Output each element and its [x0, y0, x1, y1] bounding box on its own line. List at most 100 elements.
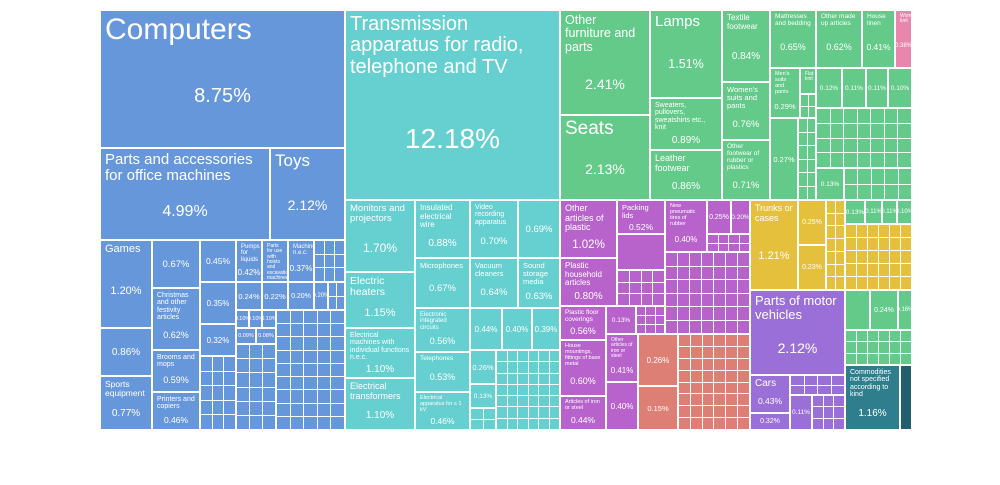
- treemap-micro-cell[interactable]: [201, 386, 212, 400]
- treemap-micro-cell[interactable]: [641, 294, 653, 305]
- treemap-cell-red-026[interactable]: 0.26%: [638, 334, 678, 386]
- treemap-micro-cell[interactable]: [827, 277, 835, 289]
- treemap-micro-cell[interactable]: [277, 390, 290, 403]
- treemap-cell-packing-lids[interactable]: Packing lids 0.52%: [617, 200, 665, 234]
- treemap-micro-cell[interactable]: [304, 311, 317, 324]
- treemap-micro-cell[interactable]: [629, 282, 641, 294]
- treemap-micro-cell[interactable]: [528, 418, 538, 429]
- treemap-micro-cell[interactable]: [618, 271, 629, 282]
- treemap-micro-cell[interactable]: [836, 264, 844, 277]
- treemap-micro-cell[interactable]: [250, 415, 262, 429]
- treemap-micro-cell[interactable]: [738, 307, 749, 320]
- treemap-cell-games[interactable]: Games 1.20%: [100, 240, 152, 328]
- treemap-micro-cell[interactable]: [483, 419, 495, 429]
- treemap-cell-other-furniture[interactable]: Other furniture and parts 2.41%: [560, 10, 650, 115]
- treemap-micro-cell[interactable]: [836, 226, 844, 239]
- treemap-micro-cell[interactable]: [304, 377, 317, 390]
- treemap-micro-cell[interactable]: [807, 119, 815, 132]
- treemap-cell-womens-suits-pants[interactable]: Women's suits and pants 0.76%: [722, 82, 770, 140]
- treemap-micro-cell[interactable]: [714, 358, 726, 370]
- treemap-cell-blue-010a[interactable]: 0.10%: [236, 310, 249, 328]
- treemap-cell-telephones[interactable]: Telephones 0.53%: [415, 352, 470, 392]
- treemap-micro-cell[interactable]: [641, 271, 653, 282]
- treemap-micro-cell[interactable]: [817, 123, 830, 138]
- treemap-micro-cell[interactable]: [898, 123, 911, 138]
- treemap-cell-green-011d[interactable]: 0.11%: [882, 200, 897, 224]
- treemap-micro-cell[interactable]: [290, 324, 304, 337]
- treemap-micro-cell[interactable]: [807, 186, 815, 199]
- treemap-micro-cell[interactable]: [331, 403, 344, 416]
- treemap-micro-cell[interactable]: [844, 109, 857, 123]
- treemap-micro-cell[interactable]: [212, 371, 224, 386]
- treemap-cell-integrated-circuits[interactable]: Electronic integrated circuits 0.56%: [415, 308, 470, 352]
- treemap-micro-cell[interactable]: [549, 407, 559, 418]
- treemap-cell-mag-blank[interactable]: [617, 234, 665, 270]
- treemap-micro-cell[interactable]: [879, 264, 889, 276]
- treemap-micro-cell[interactable]: [857, 251, 867, 263]
- treemap-micro-cell[interactable]: [871, 123, 884, 138]
- treemap-micro-cell[interactable]: [898, 153, 911, 167]
- treemap-micro-cell[interactable]: [738, 394, 749, 406]
- treemap-micro-cell[interactable]: [726, 293, 737, 306]
- treemap-micro-cell[interactable]: [337, 283, 344, 296]
- treemap-micro-cell[interactable]: [738, 418, 749, 429]
- treemap-micro-cell[interactable]: [679, 358, 690, 370]
- treemap-micro-cell[interactable]: [871, 109, 884, 123]
- treemap-micro-cell[interactable]: [679, 406, 690, 418]
- treemap-micro-cell[interactable]: [690, 370, 702, 382]
- treemap-micro-cell[interactable]: [507, 351, 517, 362]
- treemap-micro-cell[interactable]: [666, 266, 677, 279]
- treemap-micro-cell[interactable]: [637, 325, 646, 333]
- treemap-cell-blue-024[interactable]: 0.24%: [236, 282, 262, 310]
- treemap-micro-cell[interactable]: [539, 373, 549, 384]
- treemap-micro-cell[interactable]: [879, 251, 889, 263]
- treemap-micro-cell[interactable]: [277, 416, 290, 429]
- treemap-cell-other-footwear-rubber[interactable]: Other footwear of rubber or plastics 0.71…: [722, 140, 770, 200]
- treemap-cell-cars[interactable]: Cars 0.43%: [750, 375, 790, 413]
- treemap-micro-cell[interactable]: [304, 403, 317, 416]
- treemap-micro-cell[interactable]: [277, 403, 290, 416]
- treemap-micro-cell[interactable]: [846, 342, 856, 353]
- treemap-micro-cell[interactable]: [799, 173, 807, 186]
- treemap-micro-cell[interactable]: [884, 153, 898, 167]
- treemap-cell-electrical-apparatus[interactable]: Electrical apparatus for ≤ 1 kV 0.46%: [415, 392, 470, 430]
- treemap-cell-green-010b[interactable]: 0.10%: [897, 200, 912, 224]
- treemap-micro-cell[interactable]: [212, 415, 224, 429]
- treemap-cell-textile-footwear[interactable]: Textile footwear 0.84%: [722, 10, 770, 82]
- treemap-micro-cell[interactable]: [807, 173, 815, 186]
- treemap-micro-cell[interactable]: [507, 384, 517, 396]
- treemap-micro-cell[interactable]: [335, 254, 344, 268]
- treemap-micro-cell[interactable]: [263, 415, 275, 429]
- treemap-micro-cell[interactable]: [836, 277, 844, 289]
- treemap-cell-blue-020b[interactable]: 0.20%: [314, 282, 328, 310]
- treemap-micro-cell[interactable]: [857, 123, 871, 138]
- treemap-micro-cell[interactable]: [539, 362, 549, 373]
- treemap-micro-cell[interactable]: [836, 251, 844, 264]
- treemap-micro-cell[interactable]: [549, 418, 559, 429]
- treemap-cell-house-mountings[interactable]: House mountings, fittings of base metal 0…: [560, 340, 606, 396]
- treemap-micro-cell[interactable]: [890, 342, 900, 353]
- treemap-cell-sound-storage-media[interactable]: Sound storage media 0.63%: [518, 258, 560, 308]
- treemap-micro-cell[interactable]: [726, 406, 738, 418]
- treemap-micro-cell[interactable]: [331, 377, 344, 390]
- treemap-micro-cell[interactable]: [325, 268, 334, 281]
- treemap-micro-cell[interactable]: [714, 406, 726, 418]
- treemap-micro-cell[interactable]: [868, 225, 878, 237]
- treemap-cell-parts-for-hoists[interactable]: Parts for use with hoists and excavation…: [262, 240, 288, 282]
- treemap-micro-cell[interactable]: [277, 324, 290, 337]
- treemap-micro-cell[interactable]: [702, 320, 713, 333]
- treemap-micro-cell[interactable]: [331, 390, 344, 403]
- treemap-micro-cell[interactable]: [539, 384, 549, 396]
- treemap-micro-cell[interactable]: [702, 346, 714, 358]
- treemap-micro-cell[interactable]: [846, 251, 856, 263]
- treemap-micro-cell[interactable]: [831, 385, 844, 394]
- treemap-micro-cell[interactable]: [827, 264, 835, 277]
- treemap-micro-cell[interactable]: [857, 277, 867, 289]
- treemap-cell-red-015[interactable]: 0.15%: [638, 386, 678, 430]
- treemap-micro-cell[interactable]: [483, 409, 495, 419]
- treemap-cell-mattresses-bedding[interactable]: Mattresses and bedding 0.65%: [770, 10, 816, 68]
- treemap-cell-teal-013[interactable]: 0.13%: [470, 384, 496, 408]
- treemap-micro-cell[interactable]: [830, 123, 844, 138]
- treemap-cell-plastic-floor-coverings[interactable]: Plastic floor coverings 0.56%: [560, 306, 606, 340]
- treemap-micro-cell[interactable]: [263, 373, 275, 387]
